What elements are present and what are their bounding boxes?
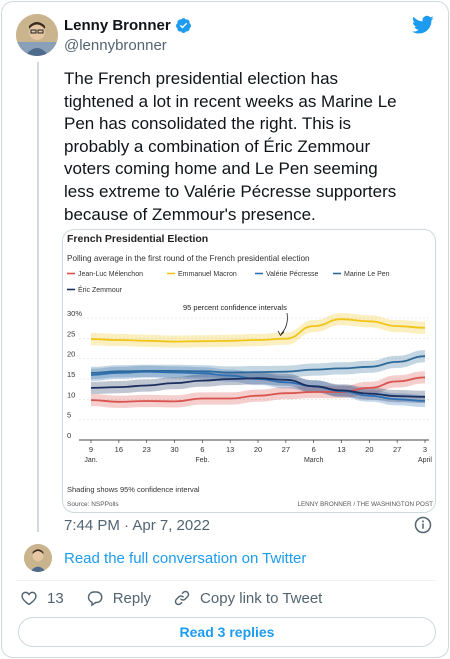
read-replies-button[interactable]: Read 3 replies bbox=[18, 617, 436, 647]
y-axis: 0 5 10 15 20 25 30% bbox=[67, 309, 82, 440]
copy-link-label: Copy link to Tweet bbox=[200, 589, 323, 607]
chart-image[interactable]: French Presidential Election Polling ave… bbox=[62, 229, 436, 513]
reply-avatar-image bbox=[24, 544, 52, 572]
series-line bbox=[90, 355, 426, 374]
series-line bbox=[90, 377, 426, 398]
y-tick-label: 25 bbox=[67, 329, 75, 338]
x-tick-label: 6 bbox=[200, 445, 204, 454]
y-tick-label: 10 bbox=[67, 390, 75, 399]
author-name[interactable]: Lenny Bronner bbox=[64, 17, 171, 34]
reply-avatar[interactable] bbox=[24, 544, 52, 572]
y-tick-label: 30% bbox=[67, 309, 82, 318]
thread-line bbox=[37, 62, 39, 532]
confidence-band bbox=[91, 372, 425, 403]
x-tick-label: 3 bbox=[423, 445, 427, 454]
chart-source: Source: NSPPolls bbox=[67, 501, 119, 508]
legend-label: Éric Zemmour bbox=[78, 285, 123, 294]
chart-title: French Presidential Election bbox=[67, 233, 208, 245]
like-action[interactable]: 13 bbox=[20, 589, 64, 607]
chart-legend: Jean-Luc Mélenchon Emmanuel Macron Valérie… bbox=[67, 271, 390, 294]
legend-label: Emmanuel Macron bbox=[178, 271, 237, 278]
read-conversation-link[interactable]: Read the full conversation on Twitter bbox=[64, 550, 307, 567]
x-tick-label: 13 bbox=[337, 445, 345, 454]
legend-label: Jean-Luc Mélenchon bbox=[78, 271, 143, 278]
like-count: 13 bbox=[47, 589, 64, 607]
annotation-arrow bbox=[280, 312, 288, 335]
chart-footnote: Shading shows 95% confidence interval bbox=[67, 485, 200, 494]
x-tick-label: 16 bbox=[115, 445, 123, 454]
confidence-band bbox=[91, 313, 425, 348]
copy-link-action[interactable]: Copy link to Tweet bbox=[173, 589, 322, 607]
x-month-label: Feb. bbox=[195, 457, 209, 464]
twitter-bird-icon[interactable] bbox=[412, 15, 434, 35]
y-tick-label: 5 bbox=[67, 411, 71, 420]
y-tick-label: 20 bbox=[67, 350, 75, 359]
tweet-timestamp[interactable]: 7:44 PM · Apr 7, 2022 bbox=[64, 517, 210, 534]
x-tick-label: 23 bbox=[142, 445, 150, 454]
series-line bbox=[90, 376, 426, 403]
x-month-label: April bbox=[418, 457, 432, 464]
x-tick-label: 13 bbox=[226, 445, 234, 454]
legend-label: Valérie Pécresse bbox=[266, 271, 319, 278]
ci-annotation: 95 percent confidence intervals bbox=[183, 303, 287, 312]
tweet-actions: 13 Reply Copy link to Tweet bbox=[20, 589, 344, 607]
chart-credit: LENNY BRONNER / THE WASHINGTON POST bbox=[297, 501, 433, 508]
legend-label: Marine Le Pen bbox=[344, 271, 390, 278]
avatar-image bbox=[16, 14, 58, 56]
reply-label: Reply bbox=[112, 589, 152, 607]
reply-bubble-icon bbox=[87, 591, 103, 607]
author-name-row[interactable]: Lenny Bronner bbox=[64, 17, 192, 34]
x-tick-label: 9 bbox=[89, 445, 93, 454]
x-tick-label: 20 bbox=[254, 445, 262, 454]
y-tick-label: 15 bbox=[67, 370, 75, 379]
confidence-band bbox=[91, 365, 425, 408]
chart-grid bbox=[79, 317, 429, 441]
y-tick-label: 0 bbox=[67, 431, 71, 440]
chart-subtitle: Polling average in the first round of th… bbox=[67, 254, 310, 263]
x-axis: 9 Jan. 16 23 30 6 Feb. 13 20 27 6 March 13 20 27 3 April bbox=[84, 440, 432, 464]
series-lines bbox=[90, 318, 426, 403]
verified-badge-icon bbox=[175, 18, 191, 33]
x-tick-label: 30 bbox=[170, 445, 178, 454]
tweet-text: The French presidential election has tig… bbox=[64, 69, 402, 224]
info-icon[interactable] bbox=[414, 516, 432, 534]
x-tick-label: 27 bbox=[393, 445, 401, 454]
x-month-label: March bbox=[304, 457, 324, 464]
polling-chart: French Presidential Election Polling ave… bbox=[67, 233, 433, 508]
annotation-arrowhead bbox=[277, 330, 285, 337]
reply-action[interactable]: Reply bbox=[86, 589, 151, 607]
x-tick-label: 6 bbox=[312, 445, 316, 454]
x-month-label: Jan. bbox=[84, 457, 97, 464]
link-icon bbox=[174, 590, 190, 606]
x-tick-label: 20 bbox=[365, 445, 373, 454]
author-avatar[interactable] bbox=[16, 14, 58, 56]
heart-icon bbox=[21, 591, 37, 606]
confidence-band bbox=[91, 371, 425, 408]
author-handle[interactable]: @lennybronner bbox=[64, 37, 167, 54]
series-line bbox=[90, 318, 426, 343]
divider bbox=[16, 580, 436, 581]
x-tick-label: 27 bbox=[282, 445, 290, 454]
